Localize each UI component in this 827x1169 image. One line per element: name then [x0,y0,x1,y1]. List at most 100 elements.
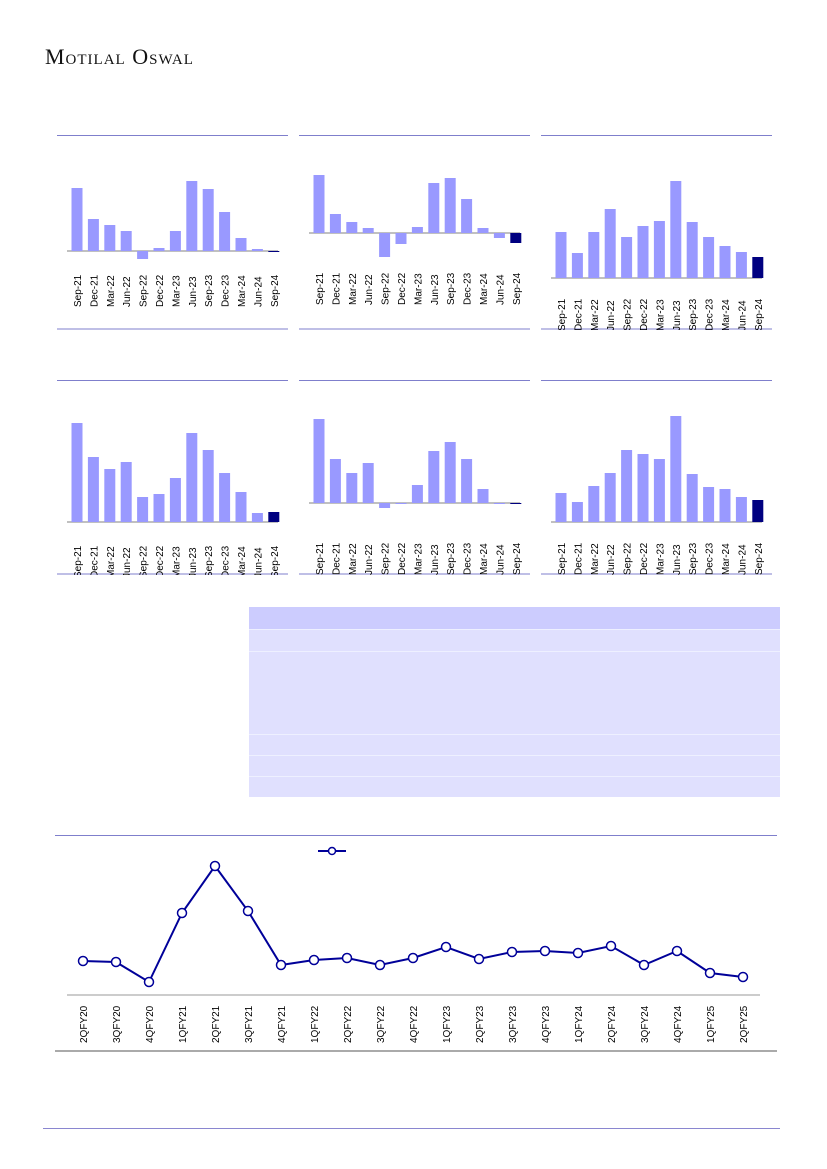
data-point [275,959,287,971]
bar [686,222,698,278]
bar [202,189,214,251]
x-tick-label: 2QFY21 [211,1005,222,1043]
x-tick-label: Dec-23 [705,542,716,575]
bar [71,188,83,251]
x-tick-label: 3QFY23 [508,1005,519,1043]
x-tick-label: Jun-24 [737,300,748,330]
x-tick-label: Mar-24 [237,275,248,307]
x-tick-label: Sep-22 [623,298,634,330]
x-tick-label: Sep-21 [315,542,326,575]
x-tick-label: Sep-24 [512,272,523,305]
bar [186,433,198,522]
x-tick-label: Sep-22 [623,542,634,575]
bar [346,222,358,233]
x-tick-label: Dec-23 [221,274,232,307]
x-tick-label: Mar-24 [479,543,490,575]
x-tick-label: 4QFY23 [541,1005,552,1043]
bar-chart-svg: Sep-21 Dec-21 Mar-22 Jun-22 Sep-22 Dec-22 Mar-… [299,135,530,330]
bar [719,246,731,278]
x-tick-label: Dec-21 [331,272,342,305]
data-point [539,945,551,957]
data-point [143,976,155,988]
bar [621,450,633,522]
bar-chart-svg: Sep-21 Dec-21 Mar-22 Jun-22 Sep-22 Dec-22 Mar-… [57,380,288,575]
bar [251,249,263,251]
x-tick-label: 3QFY20 [112,1005,123,1043]
bar [329,459,341,503]
data-point [638,959,650,971]
x-tick-label: Sep-23 [204,545,215,575]
bar [104,225,116,251]
table-row [249,777,780,797]
x-tick-label: Sep-22 [139,274,150,307]
bar [571,253,583,278]
bar [510,503,522,504]
x-tick-label: Sep-24 [754,542,765,575]
x-tick-label: Jun-24 [495,544,506,575]
bar [461,199,473,233]
x-tick-label: 2QFY22 [343,1005,354,1043]
x-tick-label: Jun-23 [672,300,683,330]
bar [752,257,764,278]
x-tick-label: Mar-23 [413,543,424,575]
x-tick-label: Sep-23 [688,298,699,330]
x-tick-label: Sep-21 [73,545,84,575]
data-point [473,953,485,965]
bar [604,209,616,278]
bar [477,228,489,233]
x-tick-label: 1QFY21 [178,1005,189,1043]
bar-chart-2: Sep-21 Dec-21 Mar-22 Jun-22 Sep-22 Dec-22 Mar-… [299,135,530,330]
bar [703,237,715,278]
x-tick-label: Dec-21 [573,298,584,330]
x-tick-label: Jun-24 [737,544,748,575]
x-tick-label: Dec-23 [705,298,716,330]
x-tick-label: Dec-23 [221,545,232,575]
bar [186,181,198,251]
bar [104,469,116,522]
data-point [209,860,221,872]
bar [346,473,358,503]
x-tick-label: Sep-23 [204,274,215,307]
bar [137,497,149,522]
brand-logo: Motilal Oswal [45,44,194,69]
bar [670,416,682,522]
x-tick-label: Dec-22 [397,542,408,575]
data-point [308,954,320,966]
x-tick-label: Dec-22 [155,545,166,575]
bar [735,497,747,522]
bar [235,492,247,522]
x-tick-label: Jun-22 [606,544,617,575]
x-tick-label: Sep-22 [381,542,392,575]
bar [411,485,423,503]
bar [87,457,99,522]
data-point [176,907,188,919]
x-tick-label: Mar-24 [721,299,732,330]
bar [428,183,440,233]
table-row [249,756,780,777]
bar-chart-6: Sep-21 Dec-21 Mar-22 Jun-22 Sep-22 Dec-22 Mar-… [541,380,772,575]
x-tick-label: Jun-23 [188,547,199,575]
bar [235,238,247,251]
bar [637,454,649,522]
x-tick-label: Dec-23 [463,542,474,575]
x-tick-label: Mar-23 [171,275,182,307]
bar-chart-svg: Sep-21 Dec-21 Mar-22 Jun-22 Sep-22 Dec-22 Mar-… [541,380,772,575]
bar [329,214,341,233]
bar [362,463,374,503]
data-point [572,947,584,959]
x-tick-label: 4QFY24 [673,1005,684,1043]
bar [621,237,633,278]
bar [555,232,567,278]
data-point [341,952,353,964]
x-tick-label: 4QFY20 [145,1005,156,1043]
x-tick-label: Mar-22 [590,299,601,330]
x-tick-label: Jun-22 [606,300,617,330]
x-tick-label: Dec-21 [89,274,100,307]
bar [752,500,764,522]
bar [653,221,665,278]
x-tick-label: Dec-21 [573,542,584,575]
x-tick-label: 4QFY22 [409,1005,420,1043]
x-tick-label: Mar-22 [348,543,359,575]
bar [202,450,214,522]
line-chart-svg: 2QFY20 3QFY20 4QFY20 1QFY21 2QFY21 3QFY21 4QFY… [55,835,777,1052]
